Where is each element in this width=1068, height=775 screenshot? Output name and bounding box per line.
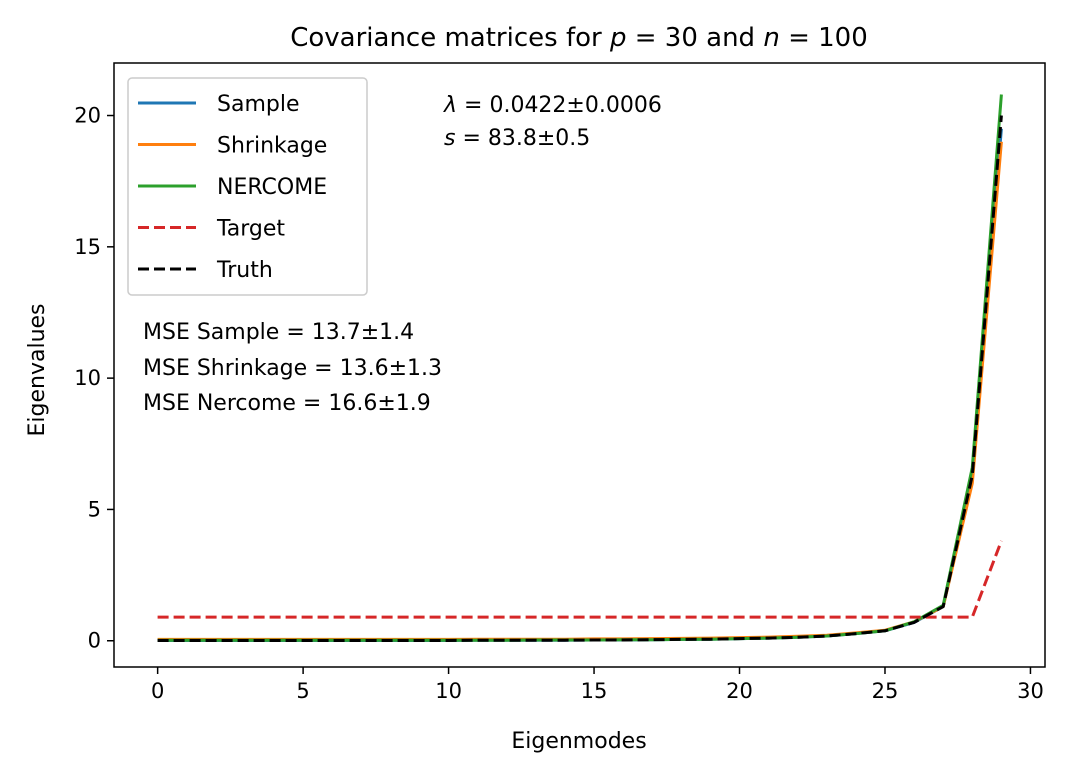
y-tick-label: 5 [88,497,101,521]
x-axis-label: Eigenmodes [511,729,646,754]
legend-label-truth: Truth [216,258,273,283]
legend-box [127,77,368,296]
mse-sample-annotation: MSE Sample = 13.7±1.4 [143,320,414,345]
series-line-target [157,540,1003,619]
mse-nercome-annotation: MSE Nercome = 16.6±1.9 [143,391,431,416]
y-tick-label: 15 [74,235,101,259]
mse-shrinkage-annotation: MSE Shrinkage = 13.6±1.3 [143,356,442,381]
legend-label-nercome: NERCOME [217,175,327,200]
chart-title: Covariance matrices for p = 30 and n = 1… [290,23,868,53]
legend: Sample Shrinkage NERCOME Target Truth [127,77,368,296]
x-axis: 0 5 10 15 20 25 30 [151,667,1044,703]
s-annotation: s = 83.8±0.5 [444,126,590,151]
legend-label-sample: Sample [217,92,300,117]
y-tick-label: 10 [74,366,101,390]
plot-frame [113,62,1046,668]
x-tick-label: 10 [435,679,462,703]
x-tick-label: 30 [1017,679,1044,703]
y-tick-label: 20 [74,104,101,128]
y-axis-label: Eigenvalues [25,303,50,436]
x-tick-label: 15 [581,679,608,703]
x-tick-label: 0 [151,679,164,703]
lambda-annotation: λ = 0.0422±0.0006 [443,93,662,118]
legend-label-target: Target [216,217,285,242]
y-tick-label: 0 [88,629,101,653]
series-layer [157,94,1003,642]
x-tick-label: 25 [872,679,899,703]
x-tick-label: 5 [296,679,309,703]
legend-label-shrinkage: Shrinkage [217,134,327,159]
y-axis: 0 5 10 15 20 [74,104,114,653]
series-line-truth [157,115,1003,642]
x-tick-label: 20 [726,679,753,703]
